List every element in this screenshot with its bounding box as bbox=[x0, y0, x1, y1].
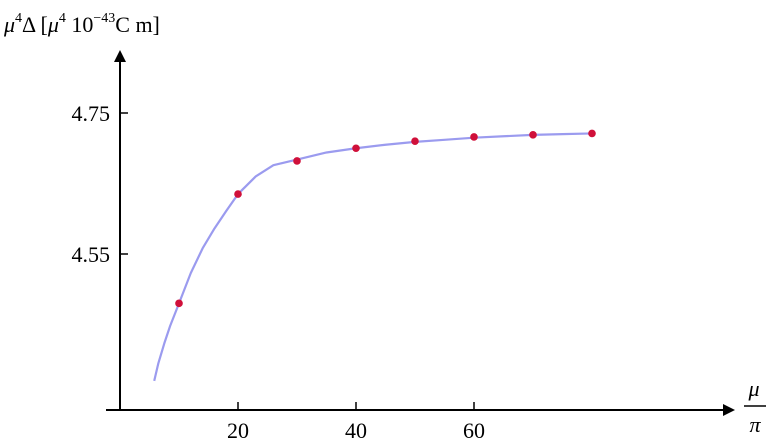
data-point bbox=[470, 133, 478, 141]
data-point bbox=[411, 137, 419, 145]
points-layer bbox=[175, 129, 596, 308]
curve-layer bbox=[153, 132, 593, 382]
x-tick-label: 40 bbox=[345, 418, 367, 443]
data-point bbox=[352, 144, 360, 153]
x-axis-label-denominator: π bbox=[749, 412, 761, 437]
data-point bbox=[234, 190, 242, 198]
x-tick-label: 20 bbox=[227, 418, 249, 443]
data-point bbox=[175, 299, 183, 308]
ticks: 20 40 60 4.55 4.75 bbox=[72, 101, 486, 443]
data-point bbox=[293, 157, 301, 165]
y-tick-label: 4.55 bbox=[72, 242, 111, 267]
x-tick-label: 60 bbox=[463, 418, 485, 443]
y-axis-label: μ4Δ [μ4 10−43C m] bbox=[3, 11, 160, 37]
data-point bbox=[529, 131, 537, 139]
x-axis-label: μ π bbox=[744, 376, 766, 437]
data-point bbox=[588, 129, 596, 138]
x-axis-label-numerator: μ bbox=[747, 376, 759, 401]
fit-curve bbox=[153, 132, 593, 382]
y-tick-label: 4.75 bbox=[72, 101, 111, 126]
